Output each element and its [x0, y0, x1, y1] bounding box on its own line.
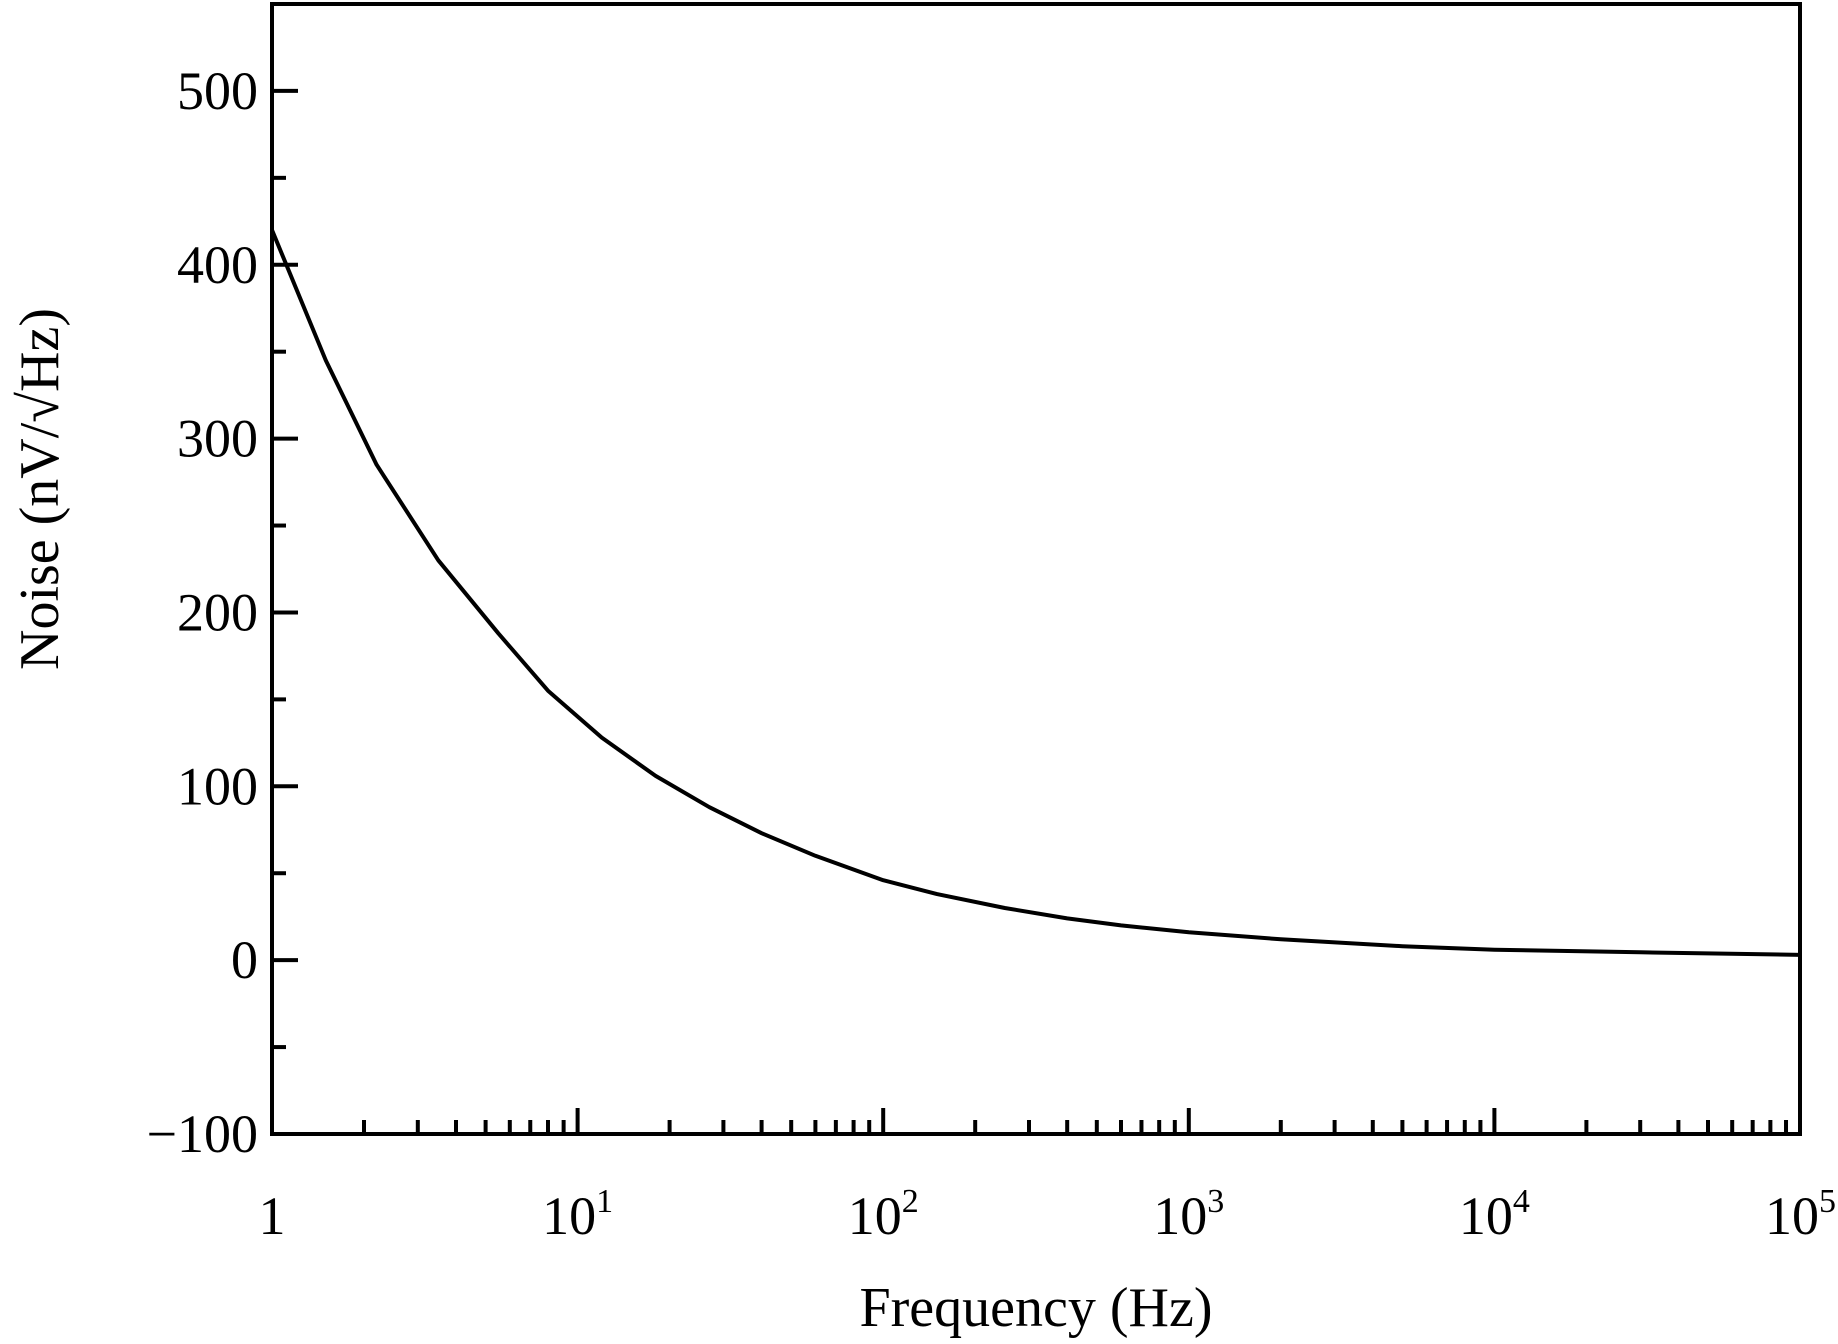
y-axis-title: Noise (nV/√Hz) [9, 308, 71, 670]
y-tick-label: 400 [177, 235, 258, 295]
x-tick-label: 103 [1153, 1183, 1224, 1246]
x-axis-title: Frequency (Hz) [860, 1277, 1213, 1339]
y-tick-label: 0 [231, 930, 258, 990]
x-tick-labels: 1 101 102 103 104 105 [259, 1183, 1837, 1246]
x-tick-label: 102 [848, 1183, 919, 1246]
y-tick-label: 500 [177, 61, 258, 121]
y-tick-label: −100 [147, 1104, 258, 1164]
x-tick-label: 101 [542, 1183, 613, 1246]
y-tick-labels: 500 400 300 200 100 0 −100 [147, 61, 258, 1164]
x-tick-label: 105 [1765, 1183, 1836, 1246]
y-tick-label: 100 [177, 756, 258, 816]
noise-series-line [270, 229, 1801, 957]
y-tick-label: 200 [177, 582, 258, 642]
x-tick-label: 104 [1459, 1183, 1530, 1246]
plot-frame [270, 2, 1802, 1136]
x-tick-label: 1 [259, 1186, 286, 1246]
y-tick-label: 300 [177, 409, 258, 469]
axis-ticks [270, 2, 1802, 1136]
